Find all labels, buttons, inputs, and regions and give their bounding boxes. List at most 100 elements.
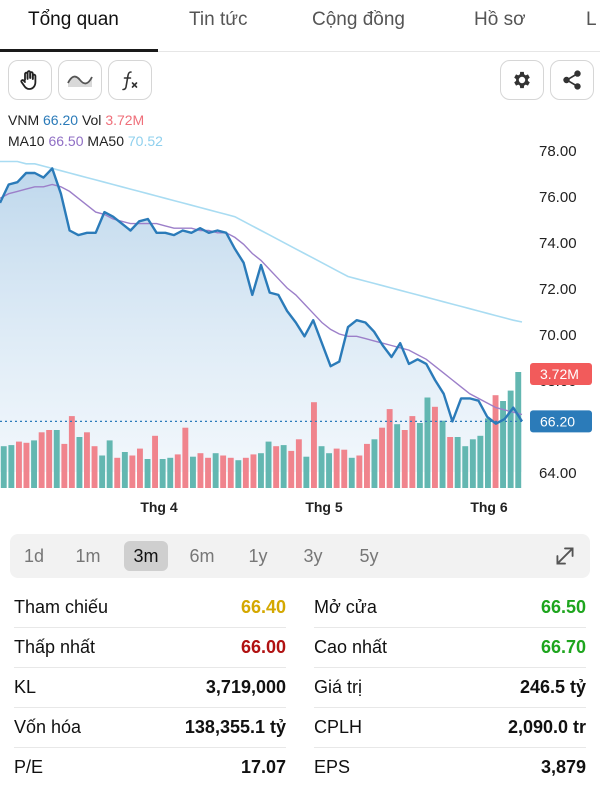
y-tick-label: 74.00 — [539, 235, 577, 252]
price-tag-bg — [530, 410, 592, 433]
volume-bar — [295, 439, 302, 488]
range-1d[interactable]: 1d — [23, 546, 45, 566]
volume-bar — [76, 437, 83, 488]
price-line — [0, 167, 524, 425]
volume-bar — [31, 440, 37, 488]
tab-community[interactable]: Cộng đồng — [312, 9, 405, 30]
tab-overview[interactable]: Tổng quan — [28, 9, 119, 30]
volume-bar — [469, 439, 476, 488]
volume-bar — [265, 441, 272, 488]
price-tag-text: 66.20 — [540, 413, 575, 429]
share-icon — [561, 69, 583, 91]
volume-bar — [409, 416, 416, 488]
volume-bar — [507, 390, 514, 488]
volume-bar — [356, 455, 363, 488]
stat-label: Tham chiếu — [14, 597, 109, 617]
expand-chart-button[interactable] — [552, 543, 578, 569]
range-1m[interactable]: 1m — [75, 546, 101, 566]
ma-legend: MA10 66.50 MA50 70.52 — [8, 133, 163, 149]
volume-bar — [250, 454, 257, 488]
volume-bar — [326, 453, 332, 488]
chart-style-button[interactable] — [58, 60, 102, 100]
stat-value: 66.70 — [540, 637, 586, 657]
stat-value: 17.07 — [240, 757, 286, 777]
volume-tag: 3.72M — [530, 363, 592, 385]
price-chart[interactable]: 78.0076.0074.0072.0070.0068.0064.003.72M… — [0, 130, 600, 522]
volume-bar — [386, 409, 393, 488]
volume-bar — [439, 420, 446, 488]
stat-value-traded: Giá trị 246.5 tỷ — [314, 668, 586, 708]
stat-market-cap: Vốn hóa 138,355.1 tỷ — [14, 708, 286, 748]
volume-bar — [242, 457, 249, 488]
stat-label: Thấp nhất — [14, 637, 96, 657]
volume-bar — [235, 460, 242, 488]
price-tag: 66.20 — [530, 410, 592, 433]
range-1y[interactable]: 1y — [248, 546, 268, 566]
volume-bar — [182, 427, 189, 488]
settings-button[interactable] — [500, 60, 544, 100]
volume-bar — [197, 453, 204, 488]
drawing-tool-button[interactable] — [8, 60, 52, 100]
volume-bar — [258, 453, 264, 488]
volume-bar — [288, 450, 295, 488]
stat-eps: EPS 3,879 — [314, 748, 586, 788]
tab-news[interactable]: Tin tức — [189, 9, 248, 30]
stat-label: P/E — [14, 757, 44, 777]
volume-bar — [61, 443, 68, 488]
volume-label: Vol — [81, 112, 102, 128]
symbol-label: VNM — [8, 112, 40, 128]
volume-bar — [341, 449, 348, 488]
volume-bar — [152, 435, 158, 488]
volume-bar — [492, 395, 499, 488]
price-legend: VNM 66.20 Vol 3.72M — [8, 112, 144, 128]
volume-bar — [432, 406, 438, 488]
volume-bar — [68, 416, 75, 488]
volume-bar — [99, 455, 106, 488]
volume-bar — [273, 446, 280, 488]
volume-bar — [454, 437, 461, 488]
volume-value: 3.72M — [105, 112, 145, 128]
volume-bar — [8, 445, 15, 488]
ma50-label: MA50 — [87, 133, 124, 149]
stat-value: 246.5 tỷ — [519, 677, 586, 697]
tab-more[interactable]: L — [586, 9, 597, 30]
range-6m[interactable]: 6m — [189, 546, 215, 566]
volume-bar — [212, 453, 219, 488]
volume-bar — [144, 459, 151, 488]
top-tab-bar: Tổng quan Tin tức Cộng đồng Hồ sơ L — [0, 0, 600, 52]
stat-label: CPLH — [314, 717, 363, 737]
stat-volume: KL 3,719,000 — [14, 668, 286, 708]
stat-label: KL — [14, 677, 37, 697]
volume-bar — [500, 401, 506, 488]
volume-bar — [190, 456, 196, 488]
y-tick-label: 72.00 — [539, 281, 577, 298]
volume-bar — [84, 432, 90, 488]
stat-value: 2,090.0 tr — [507, 717, 586, 737]
volume-bar — [129, 455, 136, 488]
indicator-button[interactable] — [108, 60, 152, 100]
ma10-value: 66.50 — [48, 133, 84, 149]
volume-bar — [311, 402, 317, 488]
volume-bar — [137, 448, 143, 488]
range-5y[interactable]: 5y — [359, 546, 379, 566]
stat-label: Giá trị — [314, 677, 363, 697]
ma10-line — [0, 183, 523, 416]
volume-bar — [227, 457, 234, 488]
range-3y[interactable]: 3y — [303, 546, 323, 566]
stat-label: Cao nhất — [314, 637, 388, 657]
share-button[interactable] — [550, 60, 594, 100]
range-3m[interactable]: 3m — [124, 541, 168, 571]
volume-bar — [371, 439, 378, 488]
stat-reference: Tham chiếu 66.40 — [14, 588, 286, 628]
volume-bar — [16, 441, 22, 488]
ma10-label: MA10 — [8, 133, 45, 149]
expand-icon — [552, 547, 578, 573]
volume-bar — [477, 435, 484, 488]
volume-bar — [348, 457, 355, 488]
tab-profile[interactable]: Hồ sơ — [474, 9, 526, 30]
y-tick-label: 70.00 — [539, 327, 577, 344]
volume-bar — [280, 445, 287, 488]
ma50-value: 70.52 — [127, 133, 163, 149]
volume-bar — [333, 448, 340, 488]
volume-bar — [220, 455, 227, 488]
